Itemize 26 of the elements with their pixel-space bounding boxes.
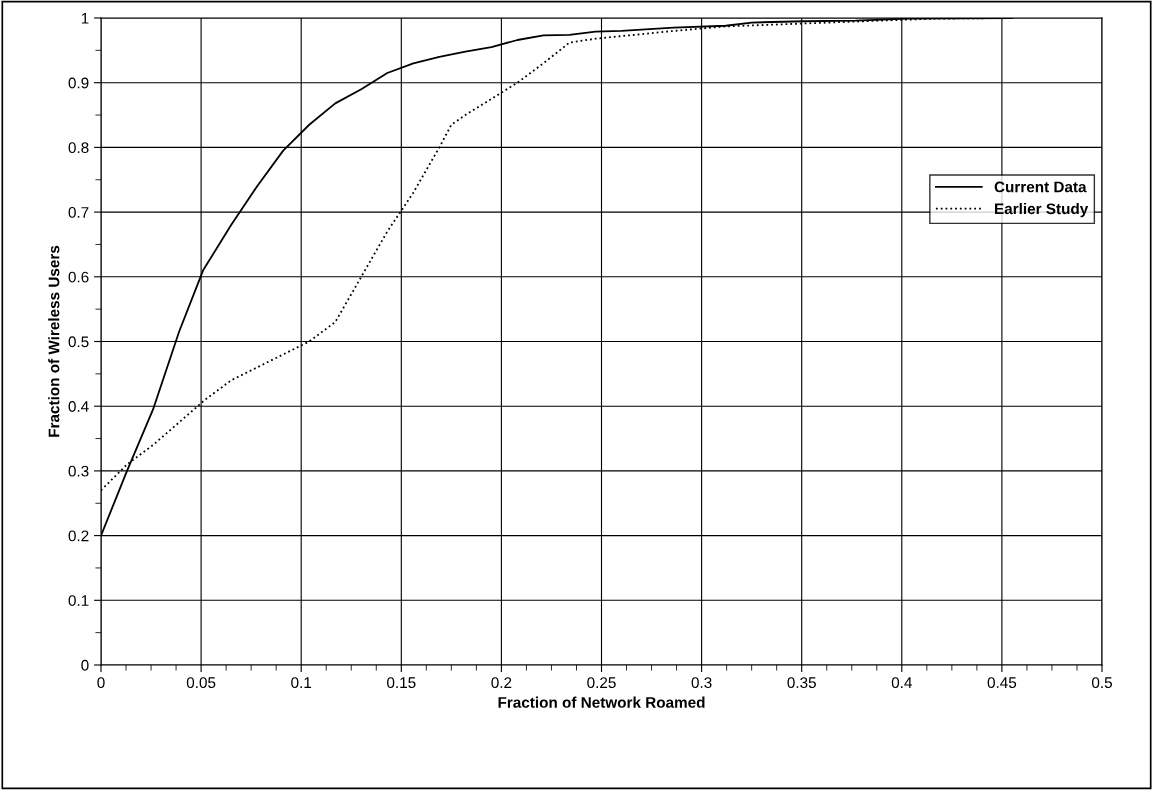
x-tick-label: 0.25 <box>587 677 616 689</box>
y-tick-label: 0.1 <box>68 595 89 606</box>
x-tick-label: 0.15 <box>387 677 416 689</box>
x-tick-label: 0.2 <box>491 677 512 689</box>
y-tick-label: 0.2 <box>68 530 89 542</box>
x-axis-title: Fraction of Network Roamed <box>498 696 705 708</box>
x-tick-label: 0.1 <box>291 677 312 689</box>
y-tick-label: 1 <box>81 13 89 24</box>
y-tick-label: 0.6 <box>68 271 89 283</box>
x-tick-label: 0.4 <box>891 677 912 689</box>
y-tick-label: 0.3 <box>68 465 89 477</box>
x-tick-label: 0.3 <box>691 677 712 689</box>
x-tick-label: 0.45 <box>987 677 1017 689</box>
y-tick-label: 0.5 <box>68 336 89 348</box>
y-tick-label: 0.8 <box>68 142 89 154</box>
y-tick-label: 0.7 <box>68 206 89 218</box>
x-tick-label: 0.05 <box>186 677 216 689</box>
y-axis-title: Fraction of Wireless Users <box>48 245 60 437</box>
y-tick-label: 0.4 <box>68 401 89 412</box>
legend-label: Earlier Study <box>995 202 1089 218</box>
x-tick-label: 0 <box>97 677 105 689</box>
x-tick-label: 0.35 <box>787 677 816 689</box>
y-tick-label: 0 <box>81 659 89 671</box>
y-tick-label: 0.9 <box>68 77 89 89</box>
x-tick-label: 0.5 <box>1091 677 1112 689</box>
legend-label: Current Data <box>994 181 1087 193</box>
